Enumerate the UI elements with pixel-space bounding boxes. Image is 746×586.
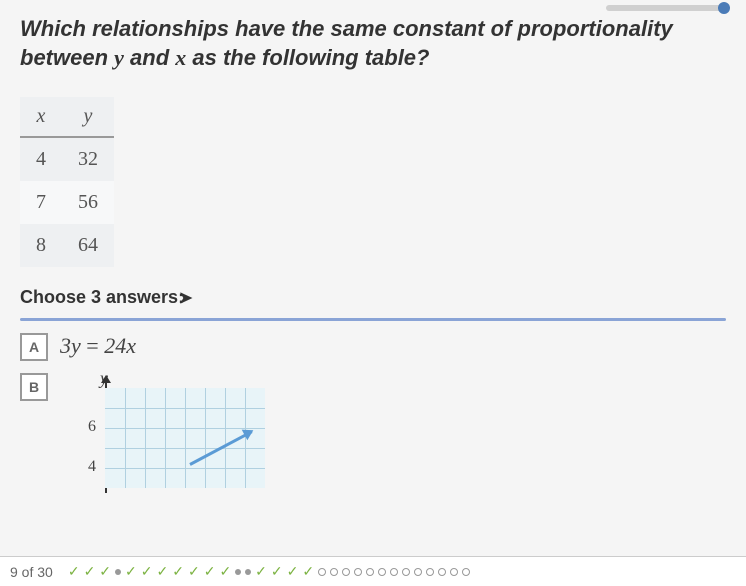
progress-bar [606, 5, 726, 11]
check-icon: ✓ [271, 563, 283, 580]
option-a-content: 3y = 24x [60, 333, 136, 359]
dot-icon [115, 569, 121, 575]
check-icon: ✓ [84, 563, 96, 580]
circle-icon [450, 568, 458, 576]
check-icon: ✓ [204, 563, 216, 580]
circle-icon [426, 568, 434, 576]
question-text: Which relationships have the same consta… [0, 0, 746, 82]
circle-icon [354, 568, 362, 576]
circle-icon [402, 568, 410, 576]
circle-icon [366, 568, 374, 576]
check-icon: ✓ [125, 563, 137, 580]
y-tick-6: 6 [88, 418, 96, 436]
y-axis-arrow-icon [101, 375, 111, 383]
option-checkbox-b[interactable]: B [20, 373, 48, 401]
cursor-icon: ➤ [179, 288, 192, 308]
circle-icon [330, 568, 338, 576]
check-icon: ✓ [302, 563, 314, 580]
check-icon: ✓ [157, 563, 169, 580]
progress-marks: ✓✓✓✓✓✓✓✓✓✓✓✓✓✓ [68, 563, 470, 580]
answer-option-a[interactable]: A 3y = 24x [20, 333, 726, 361]
answer-option-b[interactable]: B y 6 4 [20, 373, 726, 493]
data-table: x y 4 32 7 56 8 64 [20, 97, 114, 267]
check-icon: ✓ [172, 563, 184, 580]
check-icon: ✓ [68, 563, 80, 580]
circle-icon [414, 568, 422, 576]
y-tick-4: 4 [88, 458, 96, 476]
divider [20, 318, 726, 321]
option-b-content: y 6 4 [60, 373, 270, 493]
table-header-x: x [20, 97, 62, 137]
dot-icon [245, 569, 251, 575]
circle-icon [390, 568, 398, 576]
circle-icon [378, 568, 386, 576]
check-icon: ✓ [255, 563, 267, 580]
circle-icon [318, 568, 326, 576]
circle-icon [438, 568, 446, 576]
option-checkbox-a[interactable]: A [20, 333, 48, 361]
progress-counter: 9 of 30 [10, 564, 53, 580]
dot-icon [235, 569, 241, 575]
table-row: 4 32 [20, 137, 114, 181]
circle-icon [342, 568, 350, 576]
check-icon: ✓ [219, 563, 231, 580]
choose-instruction: Choose 3 answers:➤ [20, 287, 726, 308]
table-row: 7 56 [20, 181, 114, 224]
check-icon: ✓ [141, 563, 153, 580]
check-icon: ✓ [188, 563, 200, 580]
footer: 9 of 30 ✓✓✓✓✓✓✓✓✓✓✓✓✓✓ [0, 556, 746, 586]
graph: y 6 4 [70, 373, 270, 493]
check-icon: ✓ [287, 563, 299, 580]
table-row: 8 64 [20, 224, 114, 267]
circle-icon [462, 568, 470, 576]
table-header-y: y [62, 97, 114, 137]
check-icon: ✓ [99, 563, 111, 580]
progress-dot [718, 2, 730, 14]
